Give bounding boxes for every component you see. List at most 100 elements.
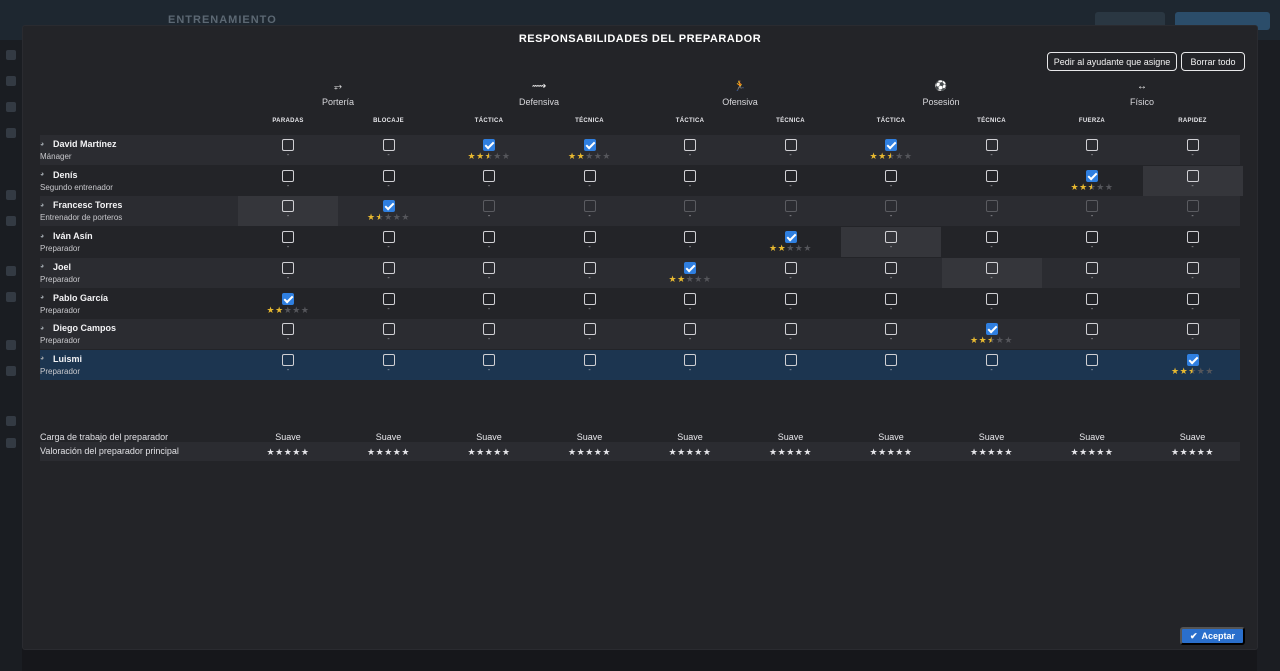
responsibility-checkbox[interactable] — [1086, 169, 1098, 182]
responsibility-checkbox[interactable] — [1186, 261, 1199, 274]
responsibility-checkbox[interactable] — [684, 169, 696, 182]
coach-name[interactable]: Pablo García — [53, 292, 109, 303]
responsibility-checkbox[interactable] — [985, 261, 998, 274]
coach-row[interactable]: ◕ Francesc Torres Entrenador de porteros … — [40, 196, 1240, 227]
coach-name[interactable]: Joel — [53, 261, 72, 272]
responsibility-checkbox[interactable] — [784, 139, 797, 151]
responsibility-checkbox[interactable] — [885, 323, 897, 336]
responsibility-checkbox[interactable] — [382, 292, 395, 305]
responsibility-checkbox[interactable] — [282, 200, 294, 213]
responsibility-checkbox[interactable] — [784, 353, 797, 366]
responsibility-checkbox[interactable] — [985, 292, 998, 305]
responsibility-checkbox[interactable] — [1186, 169, 1199, 182]
responsibility-checkbox — [784, 200, 797, 213]
responsibility-checkbox[interactable] — [1186, 353, 1199, 366]
responsibility-checkbox[interactable] — [1086, 139, 1098, 151]
coach-name[interactable]: Denís — [53, 169, 78, 180]
coach-row[interactable]: ◕ David Martínez Mánager - - ★★★★★ ★★★★★ … — [40, 135, 1240, 165]
responsibility-checkbox[interactable] — [483, 261, 495, 274]
responsibility-checkbox[interactable] — [784, 169, 797, 182]
responsibility-checkbox[interactable] — [784, 231, 797, 244]
responsibility-checkbox[interactable] — [282, 353, 294, 366]
coach-name[interactable]: Francesc Torres — [53, 200, 123, 211]
coach-name[interactable]: Luismi — [53, 353, 83, 364]
responsibility-checkbox[interactable] — [1086, 261, 1098, 274]
responsibility-checkbox[interactable] — [1186, 139, 1199, 151]
responsibility-checkbox[interactable] — [885, 353, 897, 366]
responsibility-checkbox[interactable] — [1086, 353, 1098, 366]
responsibility-checkbox[interactable] — [684, 231, 696, 244]
coach-row[interactable]: ◕ Luismi Preparador - - - - - - - - - ★★★… — [40, 349, 1240, 380]
responsibility-checkbox[interactable] — [684, 292, 696, 305]
responsibility-checkbox[interactable] — [885, 139, 897, 151]
responsibility-checkbox[interactable] — [985, 323, 998, 336]
coach-row[interactable]: ◕ Diego Campos Preparador - - - - - - - ★… — [40, 319, 1240, 350]
responsibility-checkbox[interactable] — [784, 292, 797, 305]
responsibility-checkbox[interactable] — [985, 169, 998, 182]
coach-row[interactable]: ◕ Pablo García Preparador ★★★★★ - - - - -… — [40, 289, 1240, 319]
head-coach-rating-stars: ★★★★★ — [339, 447, 439, 457]
coach-name[interactable]: David Martínez — [53, 139, 117, 149]
coach-name[interactable]: Iván Asín — [53, 231, 93, 242]
accept-button[interactable]: ✔ Aceptar — [1180, 627, 1245, 645]
coach-name[interactable]: Diego Campos — [53, 323, 117, 334]
responsibility-checkbox[interactable] — [583, 353, 596, 366]
responsibility-checkbox[interactable] — [483, 353, 495, 366]
ask-assistant-button[interactable]: Pedir al ayudante que asigne — [1047, 52, 1177, 71]
responsibility-checkbox[interactable] — [282, 323, 294, 336]
responsibility-checkbox[interactable] — [985, 353, 998, 366]
responsibility-checkbox[interactable] — [483, 169, 495, 182]
responsibility-checkbox[interactable] — [985, 139, 998, 151]
responsibility-checkbox[interactable] — [382, 353, 395, 366]
empty-rating: - — [688, 366, 692, 374]
responsibility-checkbox[interactable] — [282, 139, 294, 151]
empty-rating: - — [487, 336, 491, 344]
responsibility-checkbox[interactable] — [784, 323, 797, 336]
coach-rating-stars: ★★★★★ — [741, 243, 841, 253]
responsibility-checkbox[interactable] — [885, 261, 897, 274]
responsibility-checkbox[interactable] — [1086, 323, 1098, 336]
responsibility-checkbox[interactable] — [1086, 292, 1098, 305]
responsibility-checkbox[interactable] — [1186, 231, 1199, 244]
responsibility-checkbox[interactable] — [684, 261, 696, 274]
responsibility-checkbox[interactable] — [382, 323, 395, 336]
responsibility-cell: - — [640, 319, 740, 349]
responsibility-checkbox[interactable] — [382, 139, 395, 151]
responsibility-checkbox[interactable] — [583, 169, 596, 182]
responsibility-checkbox[interactable] — [985, 231, 998, 244]
responsibility-checkbox[interactable] — [483, 292, 495, 305]
responsibility-checkbox[interactable] — [382, 200, 395, 213]
responsibility-checkbox[interactable] — [483, 323, 495, 336]
responsibility-checkbox[interactable] — [483, 139, 495, 151]
responsibility-checkbox[interactable] — [583, 323, 596, 336]
star-half-icon: ★ — [484, 447, 494, 457]
responsibility-checkbox[interactable] — [282, 231, 294, 244]
coach-row[interactable]: ◕ Denís Segundo entrenador - - - - - - - … — [40, 165, 1243, 196]
responsibility-checkbox[interactable] — [483, 231, 495, 244]
responsibility-checkbox[interactable] — [684, 353, 696, 366]
responsibility-checkbox[interactable] — [885, 292, 897, 305]
responsibility-checkbox[interactable] — [784, 261, 797, 274]
responsibility-checkbox[interactable] — [282, 169, 294, 182]
responsibility-checkbox[interactable] — [684, 139, 696, 151]
responsibility-checkbox[interactable] — [1186, 323, 1199, 336]
coach-info: ◕ Luismi Preparador — [40, 354, 238, 376]
responsibility-checkbox[interactable] — [1186, 292, 1199, 305]
responsibility-checkbox[interactable] — [583, 292, 596, 305]
coach-row[interactable]: ◕ Iván Asín Preparador - - - - - ★★★★★ - … — [40, 227, 1240, 258]
responsibility-checkbox[interactable] — [583, 261, 596, 274]
responsibility-checkbox[interactable] — [1086, 231, 1098, 244]
responsibility-checkbox[interactable] — [282, 261, 294, 274]
responsibility-checkbox[interactable] — [885, 169, 897, 182]
empty-rating: - — [1191, 182, 1194, 190]
responsibility-checkbox[interactable] — [382, 231, 395, 244]
responsibility-checkbox[interactable] — [282, 292, 294, 305]
clear-all-button[interactable]: Borrar todo — [1181, 52, 1245, 71]
responsibility-checkbox[interactable] — [583, 139, 596, 151]
responsibility-checkbox[interactable] — [885, 231, 897, 244]
responsibility-checkbox[interactable] — [382, 261, 395, 274]
coach-row[interactable]: ◕ Joel Preparador - - - - ★★★★★ - - - - - — [40, 257, 1240, 288]
responsibility-checkbox[interactable] — [583, 231, 596, 244]
responsibility-checkbox[interactable] — [382, 169, 395, 182]
responsibility-checkbox[interactable] — [684, 323, 696, 336]
